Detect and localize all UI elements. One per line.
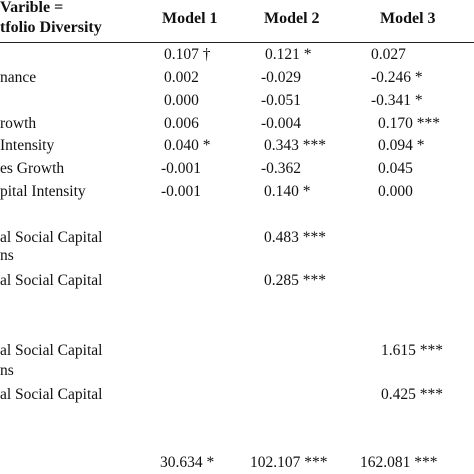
dependent-variable-label-line2: tfolio Diversity (0, 19, 102, 36)
cell-r6-c3: 0.045 (378, 160, 413, 177)
row-label-13: al Social Capital (0, 386, 103, 403)
cell-r2-c3: -0.246 * (371, 69, 423, 86)
cell-r5-c2: 0.343 *** (264, 137, 326, 154)
cell-r7-c3: 0.000 (378, 183, 413, 200)
cell-r3-c1: 0.000 (164, 92, 199, 109)
cell-r6-c2: -0.362 (261, 160, 302, 177)
cell-r14-c2: 102.107 *** (250, 454, 328, 471)
cell-r11-c3: 1.615 *** (381, 342, 443, 359)
cell-r7-c1: -0.001 (161, 183, 202, 200)
cell-r2-c2: -0.029 (261, 69, 302, 86)
column-header-model-2: Model 2 (264, 10, 320, 27)
cell-r13-c3: 0.425 *** (381, 386, 443, 403)
cell-r5-c3: 0.094 * (378, 137, 425, 154)
cell-r4-c2: -0.004 (261, 115, 302, 132)
row-label-11: al Social Capital (0, 342, 103, 359)
cell-r14-c3: 162.081 *** (360, 454, 438, 471)
cell-r8-c2: 0.483 *** (264, 229, 326, 246)
cell-r1-c2: 0.121 * (265, 46, 312, 63)
cell-r4-c3: 0.170 *** (378, 115, 440, 132)
cell-r14-c1: 30.634 * (160, 454, 215, 471)
cell-r5-c1: 0.040 * (164, 137, 211, 154)
row-label-6: es Growth (0, 160, 65, 177)
row-label-10: al Social Capital (0, 272, 103, 289)
column-header-model-1: Model 1 (162, 10, 218, 27)
cell-r1-c3: 0.027 (371, 46, 406, 63)
cell-r7-c2: 0.140 * (264, 183, 311, 200)
row-label-8: al Social Capital (0, 229, 103, 246)
cell-r2-c1: 0.002 (164, 69, 199, 86)
row-label-9: ns (0, 247, 14, 264)
cell-r3-c3: -0.341 * (371, 92, 423, 109)
row-label-2: nance (0, 69, 37, 86)
cell-r10-c2: 0.285 *** (264, 272, 326, 289)
cell-r3-c2: -0.051 (261, 92, 302, 109)
row-label-7: pital Intensity (0, 183, 86, 200)
cell-r4-c1: 0.006 (164, 115, 199, 132)
cell-r1-c1: 0.107 † (164, 46, 211, 63)
row-label-12: ns (0, 362, 14, 379)
dependent-variable-label-line1: Varible = (0, 0, 64, 16)
row-label-5: Intensity (0, 137, 55, 154)
column-header-model-3: Model 3 (380, 10, 436, 27)
cell-r6-c1: -0.001 (161, 160, 202, 177)
header-rule (0, 42, 474, 43)
row-label-4: rowth (0, 115, 37, 132)
